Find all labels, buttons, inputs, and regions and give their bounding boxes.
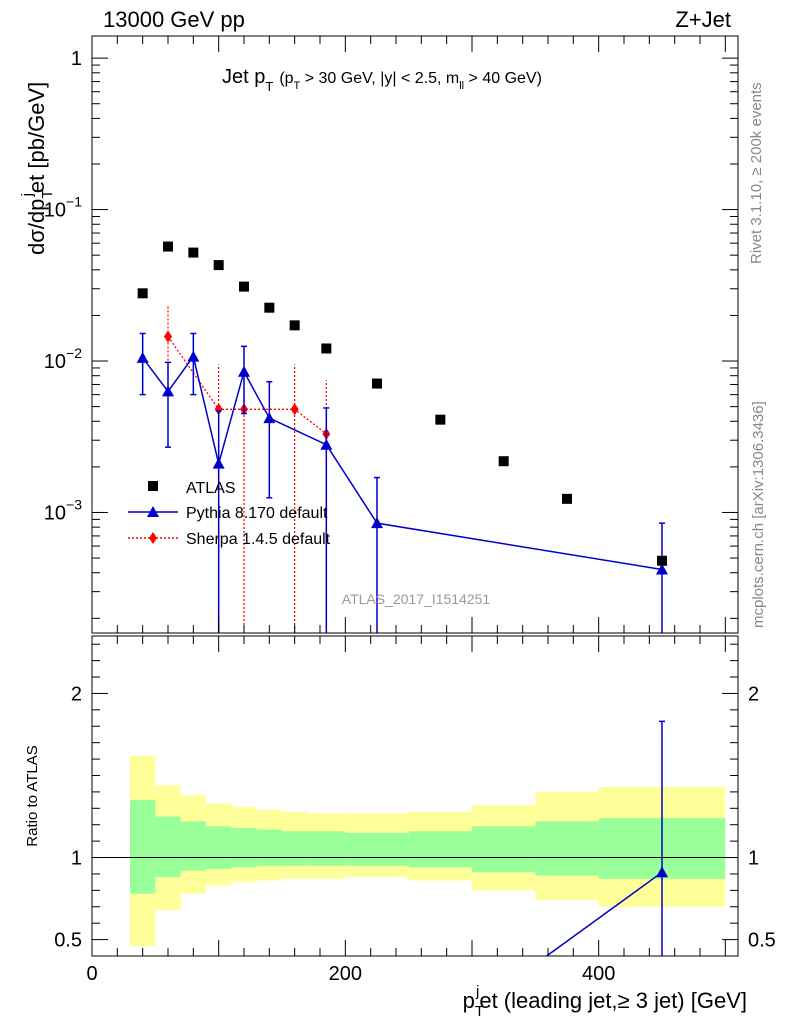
header-left: 13000 GeV pp [103,7,245,32]
ratio-y-tick-label-right: 0.5 [748,930,776,952]
main-plot-frame [91,35,739,634]
ratio-pythia-point [656,866,668,878]
uncertainty-band-inner [535,821,599,876]
pythia-point [187,350,200,362]
atlas-point [657,555,667,566]
uncertainty-band-inner [130,800,156,894]
atlas-point [562,493,572,504]
sherpa-point [214,403,223,416]
ratio-plot-frame [91,635,739,957]
atlas-point [137,288,148,299]
atlas-point [264,302,275,313]
y-tick-label: 1 [71,48,82,70]
sherpa-point [164,330,172,343]
x-tick-label: 0 [86,963,97,985]
y-tick-label: 10−1 [44,194,82,222]
uncertainty-band-inner [307,831,346,866]
legend-sherpa-marker [149,532,157,544]
atlas-point [163,241,173,252]
y-tick-label: 10−3 [44,496,82,524]
atlas-point [289,320,300,331]
atlas-point [435,414,446,425]
atlas-point [372,378,382,389]
sherpa-line [167,336,327,435]
ratio-y-tick-label-left: 2 [71,683,82,705]
y-tick-label: 10−2 [44,345,82,373]
legend-sherpa-label: Sherpa 1.4.5 default [186,531,331,548]
atlas-point [321,343,332,354]
side-label-rivet: Rivet 3.1.10, ≥ 200k events [748,82,765,264]
legend-atlas-marker [148,481,158,491]
analysis-watermark: ATLAS_2017_I1514251 [342,591,491,607]
ratio-y-tick-label-left: 1 [71,848,82,870]
pythia-point [320,438,333,450]
uncertainty-band-inner [282,831,308,866]
pythia-point [162,385,174,397]
ratio-y-axis-label: Ratio to ATLAS [24,745,41,846]
side-label-mcplots: mcplots.cern.ch [arXiv:1306.3436] [750,401,767,628]
pythia-point [136,351,149,363]
legend: ATLAS Pythia 8.170 default Sherpa 1.4.5 … [128,480,331,548]
ratio-y-tick-label-right: 1 [748,848,759,870]
uncertainty-band-inner [180,821,206,871]
header-right: Z+Jet [675,7,731,32]
x-tick-label: 400 [582,963,615,985]
uncertainty-band-inner [231,828,257,868]
uncertainty-band-inner [155,816,181,878]
x-tick-label: 200 [329,963,362,985]
ratio-pythia-line [546,871,663,957]
atlas-point [239,281,249,292]
uncertainty-band-inner [206,826,232,870]
sherpa-point [290,403,299,416]
pythia-point [263,412,276,424]
pythia-point [371,517,383,529]
main-plot-title: Jet pT (pT > 30 GeV, |y| < 2.5, mll > 40 … [222,66,542,94]
legend-pythia-label: Pythia 8.170 default [186,505,328,522]
x-axis-label: pTjet (leading jet,≥ 3 jet) [GeV] [463,983,747,1020]
atlas-point [213,260,224,271]
atlas-point [188,247,199,258]
legend-pythia-marker [147,506,159,517]
pythia-point [212,457,225,469]
ratio-y-tick-label-left: 0.5 [54,930,82,952]
uncertainty-band-inner [408,831,472,868]
ratio-y-tick-label-right: 2 [748,683,759,705]
uncertainty-band-inner [256,829,282,866]
main-y-axis-label: dσ/dpTjet [pb/GeV] [19,82,56,255]
pythia-point [656,563,668,575]
legend-atlas-label: ATLAS [186,480,236,497]
uncertainty-band-inner [472,826,536,873]
atlas-point [498,456,509,467]
pythia-point [238,365,250,377]
uncertainty-band-inner [345,832,409,866]
